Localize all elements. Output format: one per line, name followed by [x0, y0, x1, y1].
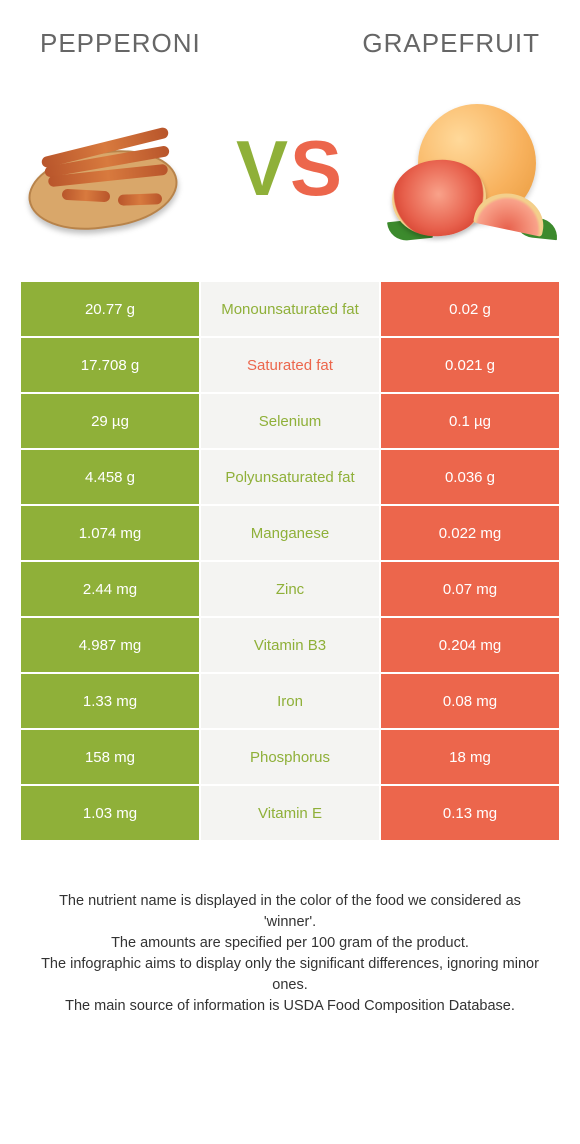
footer-line: The nutrient name is displayed in the co… [34, 891, 546, 933]
nutrient-label: Vitamin B3 [200, 617, 380, 673]
value-b: 0.021 g [380, 337, 560, 393]
food-a-title: Pepperoni [40, 28, 201, 59]
hero-row: VS [0, 71, 580, 281]
table-row: 4.458 gPolyunsaturated fat0.036 g [20, 449, 560, 505]
footer-line: The main source of information is USDA F… [34, 996, 546, 1017]
table-row: 2.44 mgZinc0.07 mg [20, 561, 560, 617]
vs-label: VS [236, 123, 344, 214]
header: Pepperoni Grapefruit [0, 0, 580, 71]
value-a: 20.77 g [20, 281, 200, 337]
value-b: 0.036 g [380, 449, 560, 505]
value-b: 0.13 mg [380, 785, 560, 841]
nutrient-label: Saturated fat [200, 337, 380, 393]
nutrient-label: Vitamin E [200, 785, 380, 841]
nutrient-label: Selenium [200, 393, 380, 449]
value-b: 0.204 mg [380, 617, 560, 673]
table-row: 20.77 gMonounsaturated fat0.02 g [20, 281, 560, 337]
value-b: 0.1 µg [380, 393, 560, 449]
footer-notes: The nutrient name is displayed in the co… [0, 841, 580, 1017]
table-row: 4.987 mgVitamin B30.204 mg [20, 617, 560, 673]
nutrient-label: Iron [200, 673, 380, 729]
table-row: 1.33 mgIron0.08 mg [20, 673, 560, 729]
value-b: 0.08 mg [380, 673, 560, 729]
value-a: 1.03 mg [20, 785, 200, 841]
value-a: 17.708 g [20, 337, 200, 393]
table-row: 1.074 mgManganese0.022 mg [20, 505, 560, 561]
value-a: 158 mg [20, 729, 200, 785]
nutrient-label: Manganese [200, 505, 380, 561]
footer-line: The infographic aims to display only the… [34, 954, 546, 996]
value-a: 4.458 g [20, 449, 200, 505]
footer-line: The amounts are specified per 100 gram o… [34, 933, 546, 954]
food-b-image [388, 98, 558, 238]
nutrient-label: Zinc [200, 561, 380, 617]
table-row: 158 mgPhosphorus18 mg [20, 729, 560, 785]
comparison-table: 20.77 gMonounsaturated fat0.02 g17.708 g… [20, 281, 560, 841]
nutrient-label: Polyunsaturated fat [200, 449, 380, 505]
table-row: 1.03 mgVitamin E0.13 mg [20, 785, 560, 841]
value-b: 0.07 mg [380, 561, 560, 617]
food-a-image [22, 98, 192, 238]
value-a: 2.44 mg [20, 561, 200, 617]
table-row: 29 µgSelenium0.1 µg [20, 393, 560, 449]
nutrient-label: Phosphorus [200, 729, 380, 785]
value-a: 4.987 mg [20, 617, 200, 673]
value-a: 29 µg [20, 393, 200, 449]
value-b: 0.022 mg [380, 505, 560, 561]
nutrient-label: Monounsaturated fat [200, 281, 380, 337]
value-b: 0.02 g [380, 281, 560, 337]
food-b-title: Grapefruit [362, 28, 540, 59]
value-b: 18 mg [380, 729, 560, 785]
value-a: 1.074 mg [20, 505, 200, 561]
value-a: 1.33 mg [20, 673, 200, 729]
table-row: 17.708 gSaturated fat0.021 g [20, 337, 560, 393]
